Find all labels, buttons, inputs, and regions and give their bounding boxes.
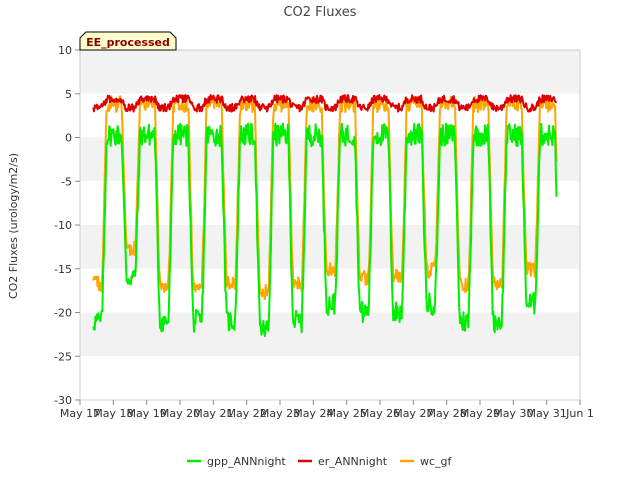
- legend-label-wc: wc_gf: [420, 455, 453, 468]
- x-tick-label: May 25: [327, 407, 367, 420]
- y-axis: 10 5 0 -5 -10 -15 -20 -25 -30: [54, 44, 80, 407]
- y-tick-label: -5: [61, 175, 72, 188]
- x-tick-label: May 31: [527, 407, 567, 420]
- plot-band: [80, 137, 580, 182]
- y-tick-label: -30: [54, 394, 72, 407]
- x-tick-label: May 27: [393, 407, 433, 420]
- legend-label-er: er_ANNnight: [318, 455, 388, 468]
- badge-label: EE_processed: [86, 36, 170, 49]
- x-tick-label: May 18: [93, 407, 133, 420]
- y-tick-label: -20: [54, 307, 72, 320]
- plot-band: [80, 93, 580, 138]
- y-tick-label: 5: [65, 88, 72, 101]
- x-tick-label: May 23: [260, 407, 300, 420]
- y-tick-label: -15: [54, 263, 72, 276]
- plot-band: [80, 181, 580, 225]
- chart-title: CO2 Fluxes: [283, 5, 356, 20]
- x-tick-label: May 30: [493, 407, 533, 420]
- x-tick-label: Jun 1: [565, 407, 594, 420]
- y-tick-label: 0: [65, 132, 72, 145]
- x-tick-label: May 19: [127, 407, 167, 420]
- series-lines: [92, 94, 558, 338]
- x-tick-label: May 28: [427, 407, 467, 420]
- series-line-gpp: [92, 122, 558, 338]
- x-tick-label: May 17: [60, 407, 100, 420]
- legend-item-wc: wc_gf: [400, 455, 453, 468]
- legend-label-gpp: gpp_ANNnight: [207, 455, 286, 468]
- badge-shape: [79, 31, 177, 51]
- x-tick-label: May 29: [460, 407, 500, 420]
- y-tick-label: 10: [58, 44, 72, 57]
- plot-band: [80, 225, 580, 269]
- plot-band: [80, 50, 580, 94]
- series-line-er: [92, 94, 558, 113]
- legend-item-er: er_ANNnight: [298, 455, 388, 468]
- plot-band: [80, 356, 580, 400]
- legend-item-gpp: gpp_ANNnight: [187, 455, 286, 468]
- x-tick-label: May 21: [193, 407, 233, 420]
- x-tick-label: May 24: [293, 407, 333, 420]
- badge: EE_processed: [79, 31, 177, 51]
- x-tick-label: May 20: [160, 407, 200, 420]
- y-axis-label: CO2 Fluxes (urology/m2/s): [7, 153, 20, 299]
- y-tick-label: -10: [54, 219, 72, 232]
- y-tick-label: -25: [54, 350, 72, 363]
- legend: gpp_ANNnight er_ANNnight wc_gf: [187, 455, 453, 468]
- x-tick-label: May 22: [227, 407, 267, 420]
- x-tick-label: May 26: [360, 407, 400, 420]
- plot-band: [80, 312, 580, 357]
